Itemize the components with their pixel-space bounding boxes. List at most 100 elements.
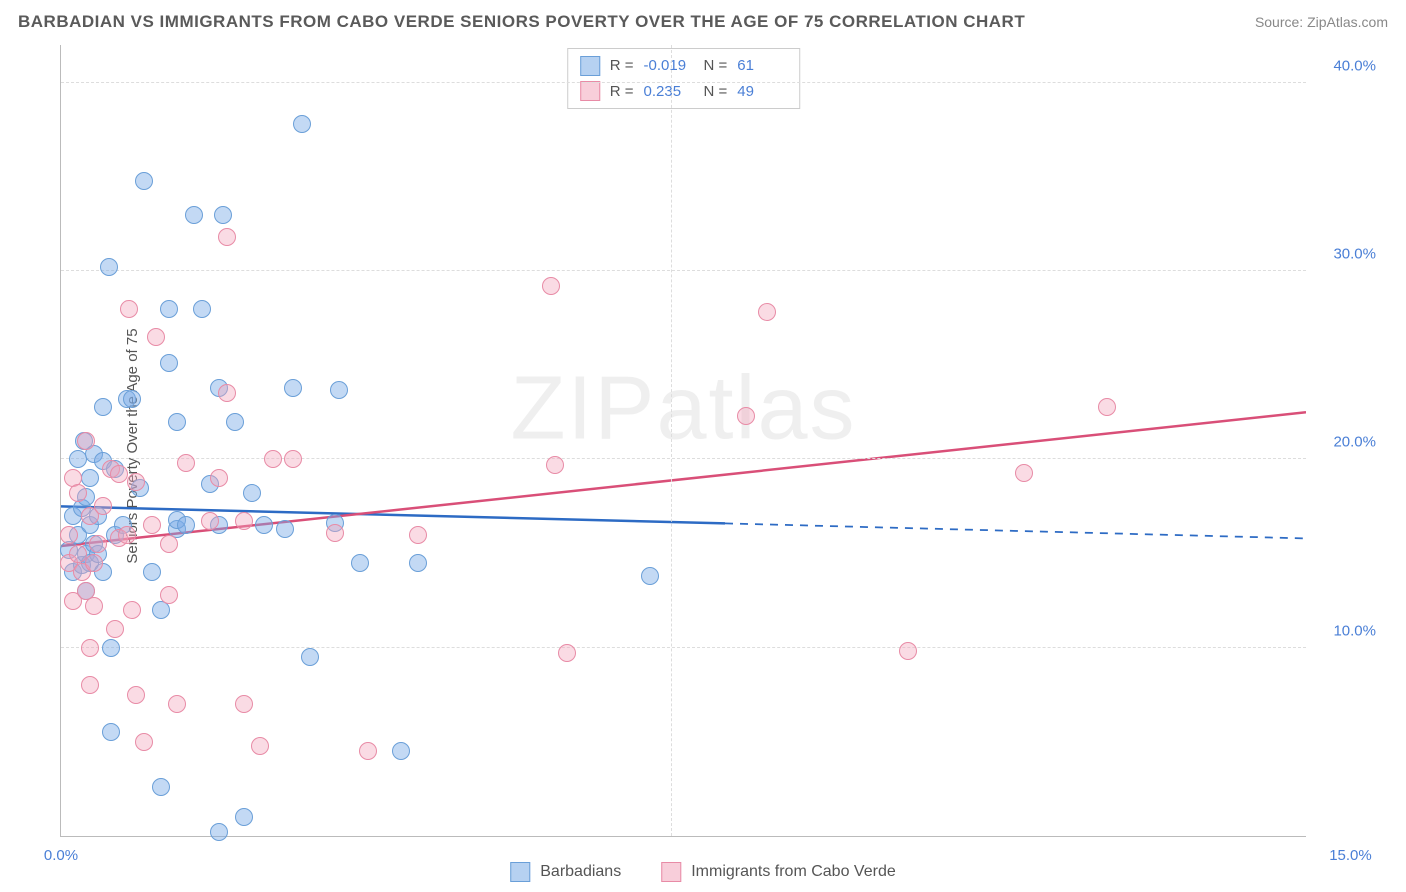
data-point bbox=[737, 407, 755, 425]
data-point bbox=[89, 535, 107, 553]
data-point bbox=[160, 586, 178, 604]
data-point bbox=[255, 516, 273, 534]
data-point bbox=[135, 733, 153, 751]
data-point bbox=[284, 379, 302, 397]
data-point bbox=[330, 381, 348, 399]
data-point bbox=[147, 328, 165, 346]
swatch-pink-icon bbox=[580, 81, 600, 101]
data-point bbox=[226, 413, 244, 431]
data-point bbox=[85, 554, 103, 572]
data-point bbox=[185, 206, 203, 224]
data-point bbox=[102, 639, 120, 657]
data-point bbox=[558, 644, 576, 662]
swatch-blue-icon bbox=[580, 56, 600, 76]
data-point bbox=[235, 808, 253, 826]
data-point bbox=[160, 535, 178, 553]
data-point bbox=[143, 563, 161, 581]
data-point bbox=[210, 469, 228, 487]
chart-title: BARBADIAN VS IMMIGRANTS FROM CABO VERDE … bbox=[18, 12, 1025, 32]
data-point bbox=[218, 228, 236, 246]
data-point bbox=[214, 206, 232, 224]
gridline-h bbox=[61, 458, 1306, 459]
data-point bbox=[235, 512, 253, 530]
n-label: N = bbox=[704, 53, 728, 79]
gridline-h bbox=[61, 647, 1306, 648]
data-point bbox=[123, 390, 141, 408]
data-point bbox=[264, 450, 282, 468]
gridline-h bbox=[61, 82, 1306, 83]
data-point bbox=[758, 303, 776, 321]
data-point bbox=[899, 642, 917, 660]
data-point bbox=[641, 567, 659, 585]
y-tick-label: 40.0% bbox=[1316, 57, 1376, 74]
n-value-0: 61 bbox=[737, 53, 787, 79]
trend-line-dashed bbox=[725, 523, 1306, 538]
source-label: Source: bbox=[1255, 14, 1307, 30]
x-tick-label: 0.0% bbox=[44, 847, 78, 864]
data-point bbox=[193, 300, 211, 318]
watermark-thin: atlas bbox=[656, 358, 856, 458]
x-tick-label: 15.0% bbox=[1329, 847, 1372, 864]
data-point bbox=[69, 545, 87, 563]
data-point bbox=[102, 723, 120, 741]
data-point bbox=[120, 300, 138, 318]
legend-bottom: Barbadians Immigrants from Cabo Verde bbox=[510, 862, 895, 882]
data-point bbox=[94, 398, 112, 416]
gridline-h bbox=[61, 270, 1306, 271]
trend-lines bbox=[61, 45, 1306, 836]
data-point bbox=[284, 450, 302, 468]
data-point bbox=[276, 520, 294, 538]
data-point bbox=[118, 526, 136, 544]
data-point bbox=[168, 413, 186, 431]
chart-container: Seniors Poverty Over the Age of 75 ZIPat… bbox=[20, 45, 1396, 847]
data-point bbox=[106, 620, 124, 638]
gridline-v bbox=[671, 45, 672, 836]
data-point bbox=[177, 516, 195, 534]
legend-label-0: Barbadians bbox=[540, 863, 621, 881]
data-point bbox=[210, 823, 228, 841]
legend-item-1: Immigrants from Cabo Verde bbox=[661, 862, 896, 882]
r-value-0: -0.019 bbox=[644, 53, 694, 79]
data-point bbox=[542, 277, 560, 295]
y-tick-label: 20.0% bbox=[1316, 434, 1376, 451]
data-point bbox=[123, 601, 141, 619]
data-point bbox=[409, 554, 427, 572]
data-point bbox=[409, 526, 427, 544]
data-point bbox=[160, 354, 178, 372]
data-point bbox=[69, 484, 87, 502]
data-point bbox=[94, 497, 112, 515]
data-point bbox=[201, 512, 219, 530]
swatch-blue-icon bbox=[510, 862, 530, 882]
data-point bbox=[85, 597, 103, 615]
legend-item-0: Barbadians bbox=[510, 862, 621, 882]
data-point bbox=[127, 686, 145, 704]
data-point bbox=[351, 554, 369, 572]
data-point bbox=[135, 172, 153, 190]
data-point bbox=[81, 639, 99, 657]
data-point bbox=[81, 676, 99, 694]
r-label: R = bbox=[610, 53, 634, 79]
y-tick-label: 10.0% bbox=[1316, 622, 1376, 639]
data-point bbox=[100, 258, 118, 276]
data-point bbox=[127, 473, 145, 491]
data-point bbox=[218, 384, 236, 402]
data-point bbox=[392, 742, 410, 760]
swatch-pink-icon bbox=[661, 862, 681, 882]
data-point bbox=[546, 456, 564, 474]
data-point bbox=[326, 524, 344, 542]
data-point bbox=[168, 695, 186, 713]
data-point bbox=[77, 432, 95, 450]
data-point bbox=[177, 454, 195, 472]
source-attribution: Source: ZipAtlas.com bbox=[1255, 14, 1388, 30]
data-point bbox=[293, 115, 311, 133]
stats-row-series-0: R = -0.019 N = 61 bbox=[580, 53, 788, 79]
y-tick-label: 30.0% bbox=[1316, 246, 1376, 263]
data-point bbox=[301, 648, 319, 666]
data-point bbox=[152, 778, 170, 796]
data-point bbox=[1015, 464, 1033, 482]
source-link[interactable]: ZipAtlas.com bbox=[1307, 14, 1388, 30]
plot-area: ZIPatlas R = -0.019 N = 61 R = 0.235 N =… bbox=[60, 45, 1306, 837]
data-point bbox=[81, 469, 99, 487]
data-point bbox=[359, 742, 377, 760]
data-point bbox=[235, 695, 253, 713]
